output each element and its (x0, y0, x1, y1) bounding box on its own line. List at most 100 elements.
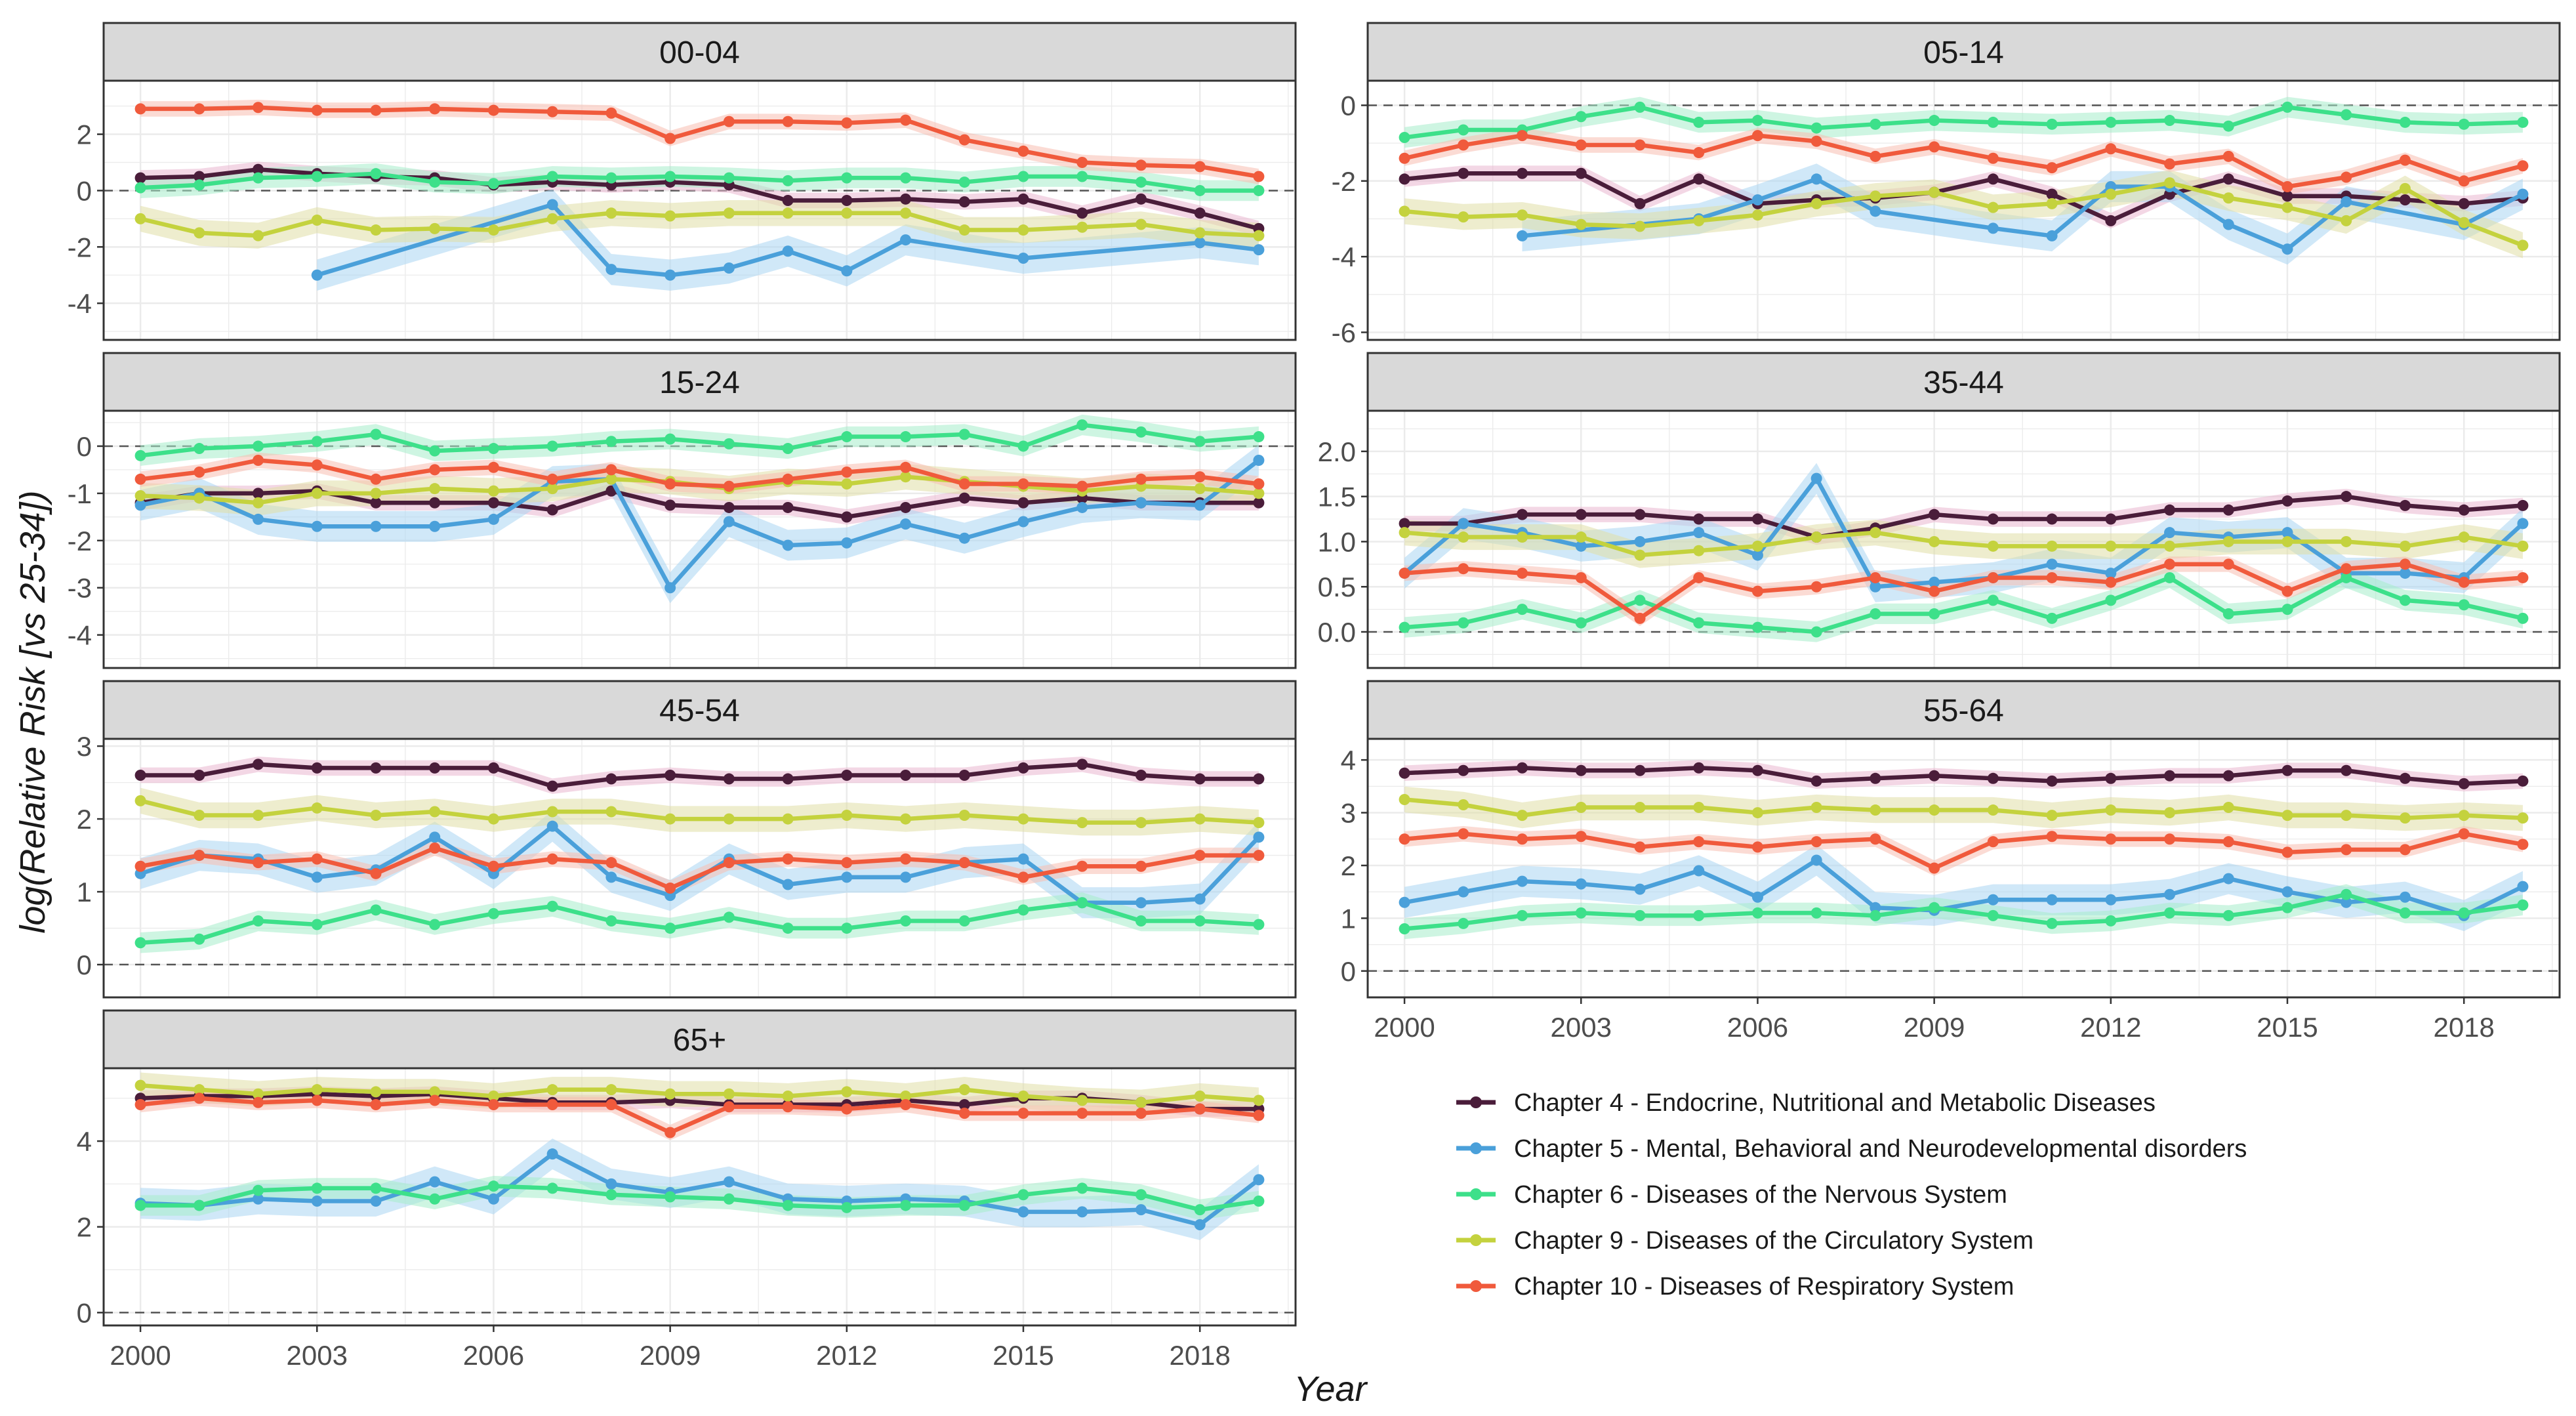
data-point-ch5 (546, 1148, 558, 1160)
y-tick-label: -2 (1332, 166, 1356, 197)
data-point-ch10 (370, 867, 382, 879)
data-point-ch9 (2281, 535, 2293, 547)
data-point-ch10 (782, 853, 794, 865)
data-point-ch5 (664, 582, 676, 594)
panel-45-54: 45-54 0 1 2 3 (77, 680, 1297, 999)
data-point-ch9 (605, 1084, 617, 1096)
data-point-ch10 (782, 1101, 794, 1113)
y-tick-label: 2.0 (1318, 436, 1356, 467)
data-point-ch10 (1399, 568, 1410, 579)
data-point-ch4 (1870, 772, 1881, 784)
data-point-ch9 (429, 1086, 441, 1098)
data-point-ch9 (723, 1088, 735, 1100)
data-point-ch5 (2046, 894, 2058, 906)
data-point-ch10 (1987, 572, 1999, 583)
data-point-ch10 (900, 1099, 912, 1111)
data-point-ch9 (2458, 217, 2470, 228)
data-point-ch6 (2105, 594, 2117, 606)
data-point-ch10 (253, 857, 264, 869)
series-line-ch10 (140, 105, 1259, 179)
data-point-ch6 (2046, 612, 2058, 624)
series-line-ch10 (140, 1096, 1259, 1135)
strip-label: 45-54 (659, 694, 740, 728)
data-point-ch9 (2458, 810, 2470, 822)
data-point-ch9 (1517, 810, 1528, 822)
data-point-ch10 (311, 853, 323, 865)
data-point-ch9 (370, 1086, 382, 1098)
data-point-ch9 (429, 806, 441, 818)
data-point-ch6 (841, 923, 853, 934)
data-point-ch6 (1693, 909, 1705, 921)
data-point-ch6 (134, 449, 146, 461)
data-point-ch10 (253, 1096, 264, 1108)
data-point-ch10 (2222, 150, 2234, 162)
data-point-ch5 (487, 513, 499, 525)
data-point-ch10 (1987, 152, 1999, 164)
data-point-ch10 (958, 134, 970, 146)
series-line-ch10 (1404, 562, 2524, 621)
data-point-ch6 (1076, 171, 1088, 182)
data-point-ch4 (1751, 764, 1763, 776)
strip-label: 05-14 (1923, 35, 2004, 70)
data-point-ch4 (253, 163, 264, 175)
data-point-ch10 (1458, 139, 1469, 151)
data-point-ch10 (1693, 147, 1705, 159)
data-point-ch5 (1575, 878, 1587, 890)
series-line-ch4 (1404, 494, 2524, 539)
data-point-ch5 (429, 520, 441, 532)
series-line-ch6 (140, 423, 1259, 458)
data-point-ch10 (841, 117, 853, 129)
data-point-ch10 (1076, 1108, 1088, 1119)
data-point-ch10 (487, 461, 499, 473)
y-tick-label: -4 (68, 620, 92, 651)
data-point-ch10 (1017, 1108, 1029, 1119)
data-point-ch6 (900, 172, 912, 184)
series-line-ch6 (1404, 892, 2524, 931)
data-point-ch6 (546, 171, 558, 182)
data-point-ch9 (782, 207, 794, 219)
data-point-ch6 (1870, 909, 1881, 921)
x-tick-label: 2003 (1551, 1012, 1612, 1043)
y-tick-label: -3 (68, 573, 92, 604)
data-point-ch9 (2517, 812, 2529, 824)
data-point-ch4 (311, 762, 323, 774)
data-point-ch9 (958, 224, 970, 236)
series-line-ch4 (140, 762, 1259, 789)
data-point-ch6 (1929, 115, 1940, 127)
data-point-ch10 (1810, 581, 1822, 593)
data-point-ch4 (2399, 772, 2411, 784)
x-tick-label: 2000 (1374, 1012, 1435, 1043)
data-point-ch10 (1517, 833, 1528, 845)
data-point-ch9 (1810, 531, 1822, 543)
data-point-ch10 (958, 857, 970, 869)
data-point-ch9 (2046, 540, 2058, 552)
data-point-ch6 (1870, 118, 1881, 130)
data-point-ch6 (1399, 621, 1410, 633)
data-point-ch9 (841, 810, 853, 822)
data-point-ch6 (1194, 915, 1206, 927)
data-point-ch10 (487, 104, 499, 116)
data-point-ch9 (1253, 230, 1265, 241)
data-point-ch10 (664, 883, 676, 894)
data-point-ch4 (2341, 491, 2352, 503)
data-point-ch5 (1929, 576, 1940, 588)
data-point-ch9 (2046, 198, 2058, 209)
data-point-ch10 (2341, 563, 2352, 575)
data-point-ch9 (1870, 190, 1881, 202)
data-point-ch5 (782, 879, 794, 890)
data-point-ch10 (723, 1101, 735, 1113)
panel-65+: 65+ 0 2 4 2000 2003 2006 2009 2012 2015 2018 (77, 1009, 1297, 1371)
data-point-ch9 (487, 224, 499, 236)
data-point-ch9 (134, 489, 146, 501)
data-point-ch10 (1399, 833, 1410, 845)
data-point-ch5 (1399, 896, 1410, 908)
data-point-ch6 (1076, 419, 1088, 431)
data-point-ch9 (1929, 186, 1940, 198)
data-point-ch4 (2222, 173, 2234, 185)
data-point-ch10 (605, 1099, 617, 1111)
data-point-ch6 (2046, 118, 2058, 130)
series-line-ch6 (140, 1184, 1259, 1212)
data-point-ch5 (1135, 897, 1147, 909)
data-point-ch5 (1194, 1218, 1206, 1230)
data-point-ch9 (1135, 1096, 1147, 1108)
